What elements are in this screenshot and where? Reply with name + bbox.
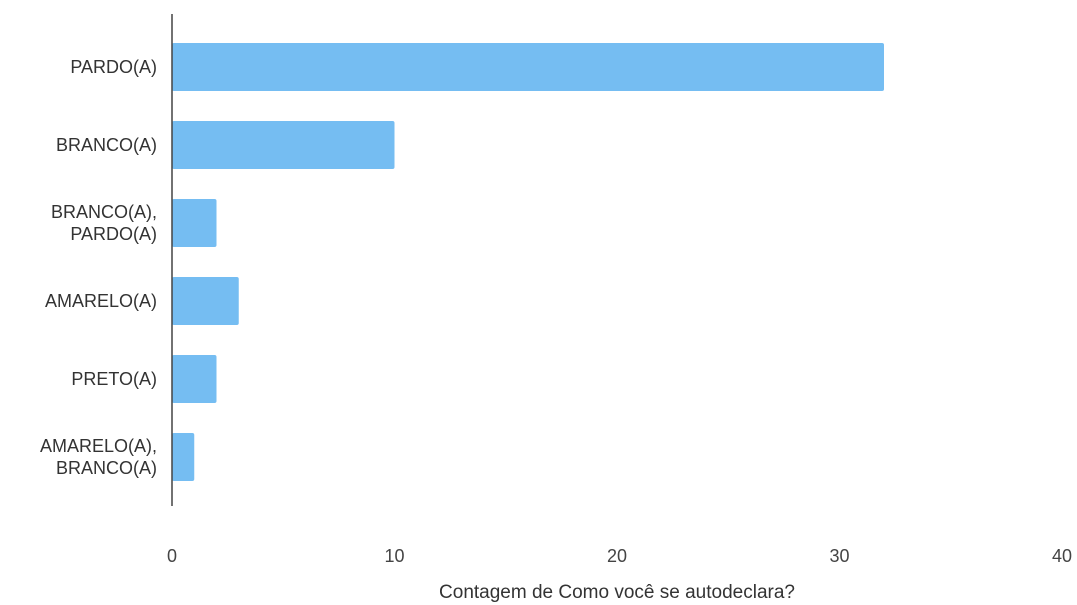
x-tick-label-0: 0: [167, 546, 177, 566]
category-label-2: BRANCO(A), PARDO(A): [51, 202, 157, 244]
bar-0: [172, 43, 884, 91]
category-label-5: AMARELO(A), BRANCO(A): [40, 436, 157, 478]
x-tick-label-10: 10: [384, 546, 404, 566]
bar-5: [172, 433, 195, 481]
x-tick-label-30: 30: [829, 546, 849, 566]
x-tick-labels: 0 10 20 30 40: [167, 546, 1072, 566]
x-axis-title: Contagem de Como você se autodeclara?: [439, 582, 795, 603]
category-label-1: BRANCO(A): [56, 135, 157, 155]
category-label-4: PRETO(A): [71, 369, 157, 389]
x-tick-label-20: 20: [607, 546, 627, 566]
bar-2: [172, 199, 217, 247]
bar-1: [172, 121, 395, 169]
bar-4: [172, 355, 217, 403]
category-label-0: PARDO(A): [70, 57, 157, 77]
bars-group: [172, 43, 884, 481]
x-tick-label-40: 40: [1052, 546, 1072, 566]
bar-3: [172, 277, 239, 325]
category-labels: PARDO(A) BRANCO(A) BRANCO(A), PARDO(A) AMARE…: [40, 57, 157, 478]
category-label-3: AMARELO(A): [45, 291, 157, 311]
